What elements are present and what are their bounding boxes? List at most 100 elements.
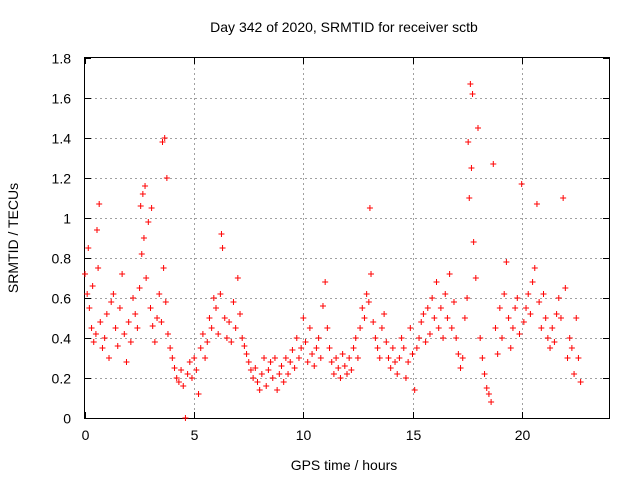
data-point [374, 345, 381, 351]
data-point [215, 331, 222, 337]
data-point [82, 271, 88, 277]
data-point [218, 231, 225, 237]
data-point [459, 355, 466, 361]
data-point [197, 345, 204, 351]
data-point [416, 335, 423, 341]
data-point [437, 305, 444, 311]
data-point [467, 81, 474, 87]
data-point [350, 345, 357, 351]
data-point [330, 371, 337, 377]
data-point [483, 385, 490, 391]
data-point [311, 363, 318, 369]
data-point [243, 351, 250, 357]
data-point [472, 275, 479, 281]
data-point [159, 139, 166, 145]
data-point [130, 295, 137, 301]
data-point [254, 379, 261, 385]
data-point [204, 339, 211, 345]
data-point [184, 371, 191, 377]
data-point [182, 415, 189, 421]
data-point [208, 325, 215, 331]
data-point [383, 339, 390, 345]
data-point [444, 315, 451, 321]
data-point [394, 371, 401, 377]
data-point [313, 345, 320, 351]
data-point [317, 355, 324, 361]
data-point [566, 335, 573, 341]
data-point [409, 351, 416, 357]
data-point [278, 363, 285, 369]
data-point [560, 195, 567, 201]
data-point [180, 383, 187, 389]
data-point [86, 305, 93, 311]
data-point [381, 311, 388, 317]
data-point [101, 335, 108, 341]
data-point [520, 319, 527, 325]
data-point [376, 355, 383, 361]
chart-title: Day 342 of 2020, SRMTID for receiver sct… [210, 19, 478, 35]
data-point [359, 305, 366, 311]
y-tick-label: 1 [63, 211, 71, 227]
x-tick-label: 20 [515, 427, 531, 443]
data-point [485, 391, 492, 397]
data-point [490, 161, 497, 167]
data-point [568, 345, 575, 351]
data-point [90, 339, 97, 345]
data-point [496, 305, 503, 311]
data-point [271, 355, 278, 361]
data-point [533, 201, 540, 207]
data-point [525, 291, 532, 297]
data-point [542, 315, 549, 321]
data-point [285, 371, 292, 377]
data-point [112, 325, 119, 331]
data-point [282, 355, 289, 361]
data-point [92, 331, 99, 337]
data-point [344, 371, 350, 377]
data-point [363, 291, 370, 297]
data-point [385, 355, 392, 361]
data-point [512, 305, 519, 311]
data-point [110, 291, 117, 297]
tick-labels: 0 5 10 15 20 0 0.2 0.4 0.6 0.8 1 1.2 1.4 1.6 1.8 [52, 51, 531, 444]
data-point [84, 291, 91, 297]
data-point [143, 275, 150, 281]
data-point [137, 203, 144, 209]
data-point [300, 315, 307, 321]
data-point [221, 315, 228, 321]
data-point [96, 201, 103, 207]
data-point [333, 355, 340, 361]
y-tick-label: 1.6 [52, 91, 72, 107]
data-point [161, 135, 168, 141]
data-point [492, 325, 499, 331]
data-point [461, 315, 468, 321]
data-point [158, 319, 165, 325]
data-point [509, 325, 516, 331]
data-point [499, 335, 506, 341]
data-point [571, 371, 578, 377]
x-tick-label: 15 [406, 427, 422, 443]
data-point [514, 295, 521, 301]
data-point [562, 285, 569, 291]
data-point [293, 335, 300, 341]
data-point [223, 335, 230, 341]
data-point [173, 375, 180, 381]
data-point [378, 325, 385, 331]
data-point [154, 315, 161, 321]
y-tick-label: 0.6 [52, 291, 72, 307]
data-point [239, 335, 246, 341]
data-point [241, 343, 248, 349]
data-point [114, 343, 121, 349]
y-tick-label: 1.8 [52, 51, 72, 67]
data-point [407, 325, 414, 331]
data-point [440, 335, 447, 341]
y-tick-label: 1.4 [52, 131, 72, 147]
data-point [529, 279, 536, 285]
y-tick-label: 1.2 [52, 171, 72, 187]
data-point [232, 325, 239, 331]
data-point [433, 279, 440, 285]
data-point [523, 305, 530, 311]
data-point [108, 299, 115, 305]
data-point [85, 245, 92, 251]
data-point [538, 325, 545, 331]
data-point [398, 335, 405, 341]
